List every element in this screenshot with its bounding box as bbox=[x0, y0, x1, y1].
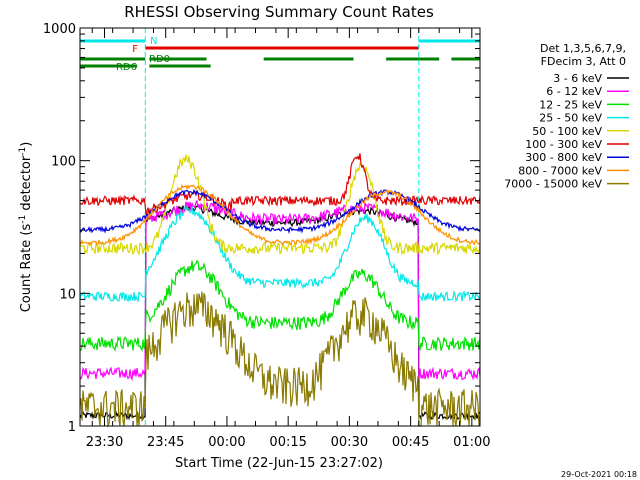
y-axis-label: Count Rate (s-1 detector-1) bbox=[18, 142, 34, 313]
x-tick-label: 00:00 bbox=[208, 435, 245, 450]
legend-entry-label: 50 - 100 keV bbox=[532, 125, 602, 138]
x-tick-label: 01:00 bbox=[453, 435, 490, 450]
x-tick-label: 23:30 bbox=[86, 435, 123, 450]
series-line-7 bbox=[79, 183, 481, 246]
y-axis-label-part: -1 bbox=[18, 147, 28, 156]
y-tick-label: 100 bbox=[51, 155, 76, 170]
series-line-4 bbox=[79, 154, 481, 256]
x-tick-label: 00:15 bbox=[269, 435, 306, 450]
legend-entry-label: 300 - 800 keV bbox=[525, 151, 602, 164]
y-axis-label-part: Count Rate (s bbox=[19, 224, 34, 313]
plot-frame bbox=[79, 27, 481, 427]
legend-entry-label: 7000 - 15000 keV bbox=[504, 178, 602, 191]
flag-label-rd6: RD6 bbox=[116, 62, 137, 73]
y-axis-label-part: -1 bbox=[18, 215, 28, 224]
series-line-0 bbox=[79, 203, 481, 422]
x-axis-label: Start Time (22-Jun-15 23:27:02) bbox=[175, 456, 383, 471]
series-line-6 bbox=[79, 189, 481, 235]
flag-label-n: N bbox=[150, 36, 157, 47]
flag-label-rd0: RD0 bbox=[149, 54, 170, 65]
series-lines bbox=[79, 153, 481, 428]
legend-entry-label: 25 - 50 keV bbox=[539, 112, 602, 125]
y-axis-label-part: ) bbox=[19, 142, 34, 147]
y-tick-label: 10 bbox=[59, 287, 76, 302]
legend-entry-label: 6 - 12 keV bbox=[546, 85, 602, 98]
chart-title: RHESSI Observing Summary Count Rates bbox=[124, 3, 434, 21]
x-axis: 23:30 23:45 00:00 00:15 00:30 00:45 01:00 bbox=[86, 28, 491, 450]
y-axis-label-part: detector bbox=[19, 155, 34, 215]
x-tick-label: 00:45 bbox=[392, 435, 429, 450]
x-tick-label: 00:30 bbox=[331, 435, 368, 450]
legend-entry-label: 12 - 25 keV bbox=[539, 98, 602, 111]
x-tick-label: 23:45 bbox=[147, 435, 184, 450]
series-line-8 bbox=[79, 291, 481, 428]
footer-date: 29-Oct-2021 00:18 bbox=[561, 470, 637, 479]
flag-label-f: F bbox=[132, 44, 138, 55]
legend-header-line: FDecim 3, Att 0 bbox=[541, 55, 626, 68]
y-axis: 1 10 100 1000 bbox=[43, 22, 480, 435]
series-line-5 bbox=[79, 153, 481, 215]
y-tick-label: 1000 bbox=[43, 22, 76, 37]
legend-entry-label: 800 - 7000 keV bbox=[518, 164, 602, 177]
legend-header-line: Det 1,3,5,6,7,9, bbox=[540, 42, 626, 55]
series-line-3 bbox=[79, 205, 481, 303]
y-tick-label: 1 bbox=[68, 420, 76, 435]
legend-entry-label: 3 - 6 keV bbox=[553, 72, 602, 85]
series-line-2 bbox=[79, 259, 481, 353]
flag-bars: N F RD0 RD6 bbox=[80, 36, 480, 73]
legend: Det 1,3,5,6,7,9,FDecim 3, Att 0 3 - 6 keV… bbox=[504, 42, 629, 191]
legend-entry-label: 100 - 300 keV bbox=[525, 138, 602, 151]
